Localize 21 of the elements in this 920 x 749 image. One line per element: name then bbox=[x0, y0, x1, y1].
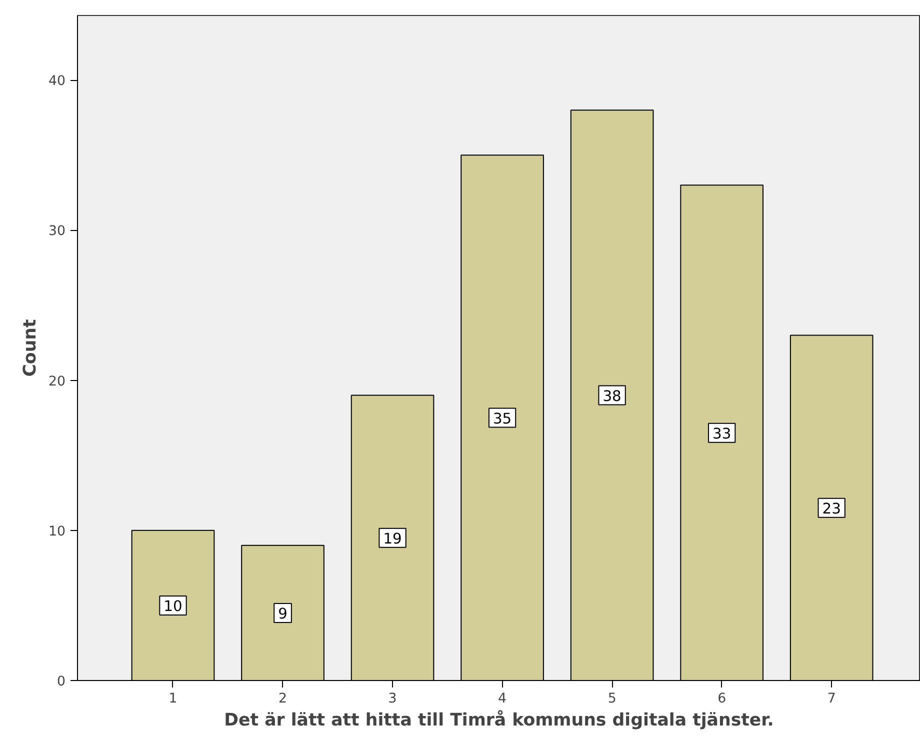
x-tick-label: 2 bbox=[278, 692, 288, 706]
x-tick-label: 4 bbox=[498, 692, 507, 706]
y-tick-label: 0 bbox=[57, 674, 66, 690]
y-axis-title: Count bbox=[20, 319, 41, 377]
data-label: 19 bbox=[383, 530, 402, 548]
data-label: 9 bbox=[278, 605, 288, 622]
x-tick-label: 6 bbox=[718, 692, 726, 706]
data-label: 35 bbox=[492, 410, 512, 428]
y-tick-label: 20 bbox=[48, 374, 66, 390]
data-label: 33 bbox=[712, 425, 732, 442]
x-axis-title: Det är lätt att hitta till Timrå kommuns digitala tjänster. bbox=[224, 710, 774, 730]
data-label: 10 bbox=[164, 598, 182, 615]
data-label: 23 bbox=[822, 500, 841, 518]
x-tick-label: 3 bbox=[388, 692, 397, 706]
y-tick-label: 10 bbox=[48, 524, 66, 540]
y-tick-label: 40 bbox=[48, 74, 66, 90]
x-tick-label: 1 bbox=[168, 692, 178, 706]
data-label: 38 bbox=[602, 388, 622, 405]
x-tick-label: 7 bbox=[827, 692, 836, 706]
x-tick-label: 5 bbox=[608, 692, 616, 706]
y-tick-label: 30 bbox=[48, 224, 66, 240]
